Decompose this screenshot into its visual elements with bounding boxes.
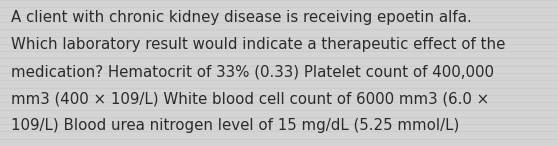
Text: medication? Hematocrit of 33% (0.33) Platelet count of 400,000: medication? Hematocrit of 33% (0.33) Pla…: [11, 64, 494, 79]
Text: mm3 (400 × 109/L) White blood cell count of 6000 mm3 (6.0 ×: mm3 (400 × 109/L) White blood cell count…: [11, 91, 489, 106]
Text: A client with chronic kidney disease is receiving epoetin alfa.: A client with chronic kidney disease is …: [11, 10, 472, 25]
Text: Which laboratory result would indicate a therapeutic effect of the: Which laboratory result would indicate a…: [11, 37, 506, 52]
Text: 109/L) Blood urea nitrogen level of 15 mg/dL (5.25 mmol/L): 109/L) Blood urea nitrogen level of 15 m…: [11, 118, 460, 133]
